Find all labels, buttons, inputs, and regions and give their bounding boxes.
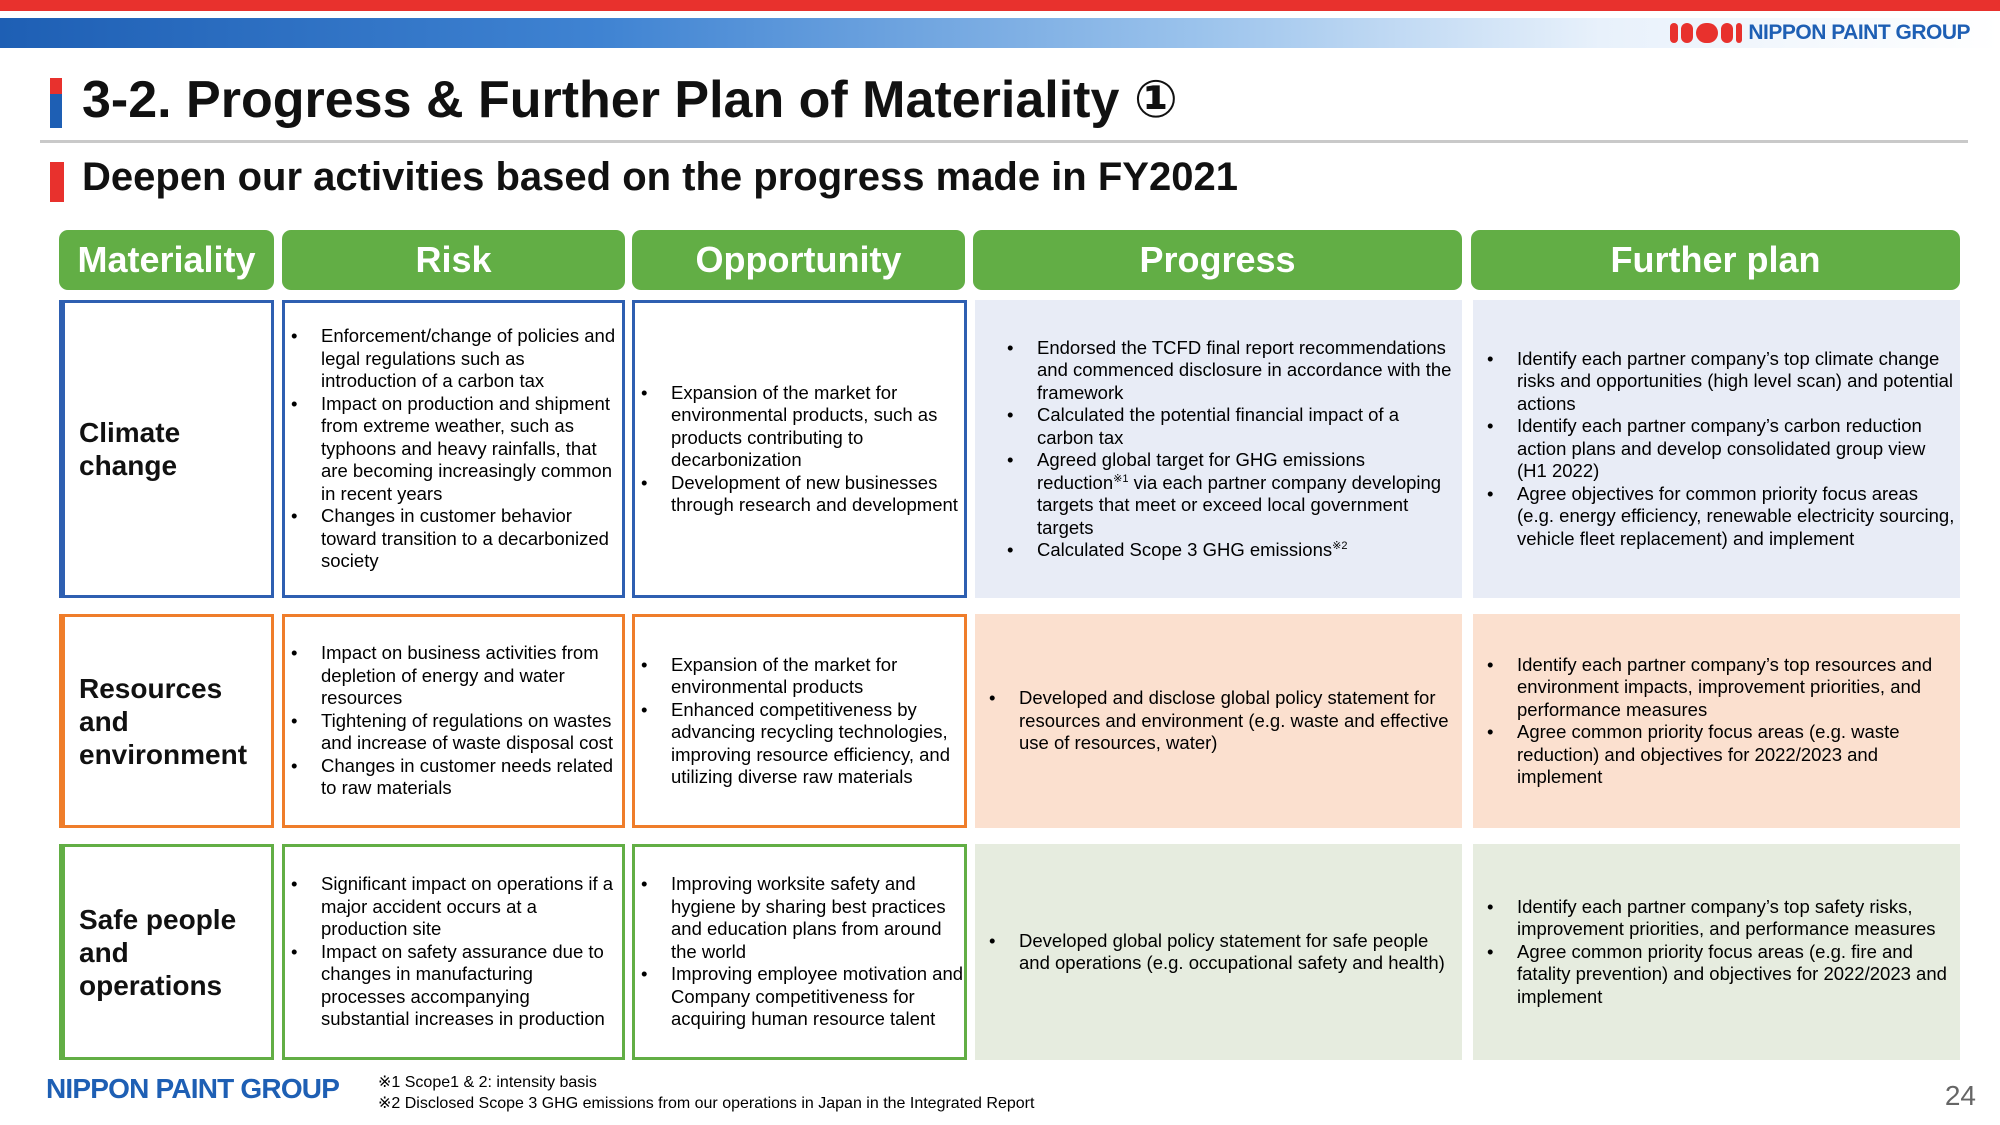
footnote-1: ※1 Scope1 & 2: intensity basis xyxy=(378,1074,597,1091)
list-item: Agree common priority focus areas (e.g. … xyxy=(1487,941,1948,1009)
list-item: Improving worksite safety and hygiene by… xyxy=(641,873,964,963)
header-materiality: Materiality xyxy=(59,230,274,290)
risk-cell: Significant impact on operations if a ma… xyxy=(282,844,625,1060)
header-progress: Progress xyxy=(973,230,1462,290)
list-item: Calculated Scope 3 GHG emissions※2 xyxy=(1007,539,1454,562)
list-item: Agree common priority focus areas (e.g. … xyxy=(1487,721,1948,789)
list-item: Expansion of the market for environmenta… xyxy=(641,382,964,472)
list-item: Endorsed the TCFD final report recommend… xyxy=(1007,337,1454,405)
title-divider xyxy=(40,140,1968,143)
list-item: Impact on safety assurance due to change… xyxy=(291,941,622,1031)
top-red-stripe xyxy=(0,0,2000,11)
list-item: Changes in customer needs related to raw… xyxy=(291,755,622,800)
subtitle-marker xyxy=(50,162,64,202)
footnote-marker: ※1 xyxy=(1113,472,1129,485)
header-further-plan: Further plan xyxy=(1471,230,1960,290)
footnotes: ※1 Scope1 & 2: intensity basis ※2 Disclo… xyxy=(378,1072,1034,1114)
list-item: Impact on production and shipment from e… xyxy=(291,393,622,506)
header-opportunity: Opportunity xyxy=(632,230,965,290)
list-item: Calculated the potential financial impac… xyxy=(1007,404,1454,449)
list-item: Developed and disclose global policy sta… xyxy=(989,687,1452,755)
progress-cell: Developed and disclose global policy sta… xyxy=(975,614,1462,828)
opportunity-cell: Expansion of the market for environmenta… xyxy=(632,300,967,598)
list-item: Expansion of the market for environmenta… xyxy=(641,654,964,699)
list-item: Developed global policy statement for sa… xyxy=(989,930,1452,975)
brand-logo: NIPPON PAINT GROUP xyxy=(1670,20,1970,46)
list-item: Agree objectives for common priority foc… xyxy=(1487,483,1956,551)
brand-logo-mark-icon xyxy=(1670,20,1743,46)
list-item: Development of new businesses through re… xyxy=(641,472,964,517)
progress-cell: Developed global policy statement for sa… xyxy=(975,844,1462,1060)
list-item: Agreed global target for GHG emissions r… xyxy=(1007,449,1454,539)
opportunity-cell: Expansion of the market for environmenta… xyxy=(632,614,967,828)
list-item: Significant impact on operations if a ma… xyxy=(291,873,622,941)
page-number: 24 xyxy=(1944,1080,1976,1111)
title-marker xyxy=(50,78,62,128)
footnote-2: ※2 Disclosed Scope 3 GHG emissions from … xyxy=(378,1095,1035,1112)
further-plan-cell: Identify each partner company’s top clim… xyxy=(1473,300,1960,598)
brand-logo-text: NIPPON PAINT GROUP xyxy=(1748,21,1970,44)
materiality-climate-change: Climate change xyxy=(59,300,274,598)
materiality-safe-people-operations: Safe people and operations xyxy=(59,844,274,1060)
list-item: Identify each partner company’s carbon r… xyxy=(1487,415,1956,483)
risk-cell: Impact on business activities from deple… xyxy=(282,614,625,828)
top-blue-gradient-bar xyxy=(0,18,2000,48)
risk-cell: Enforcement/change of policies and legal… xyxy=(282,300,625,598)
list-item: Identify each partner company’s top reso… xyxy=(1487,654,1948,722)
list-item: Changes in customer behavior toward tran… xyxy=(291,505,622,573)
materiality-resources-environment: Resources and environment xyxy=(59,614,274,828)
footnote-marker: ※2 xyxy=(1332,540,1348,552)
list-item: Identify each partner company’s top safe… xyxy=(1487,896,1948,941)
list-item: Tightening of regulations on wastes and … xyxy=(291,710,622,755)
further-plan-cell: Identify each partner company’s top safe… xyxy=(1473,844,1960,1060)
list-item: Enhanced competitiveness by advancing re… xyxy=(641,699,964,789)
list-item: Improving employee motivation and Compan… xyxy=(641,963,964,1031)
list-item: Identify each partner company’s top clim… xyxy=(1487,348,1956,416)
header-risk: Risk xyxy=(282,230,625,290)
list-item: Enforcement/change of policies and legal… xyxy=(291,325,622,393)
progress-cell: Endorsed the TCFD final report recommend… xyxy=(975,300,1462,598)
list-item: Impact on business activities from deple… xyxy=(291,642,622,710)
page-subtitle: Deepen our activities based on the progr… xyxy=(82,155,1238,199)
page-title: 3-2. Progress & Further Plan of Material… xyxy=(82,71,1178,129)
footer-logo: NIPPON PAINT GROUP xyxy=(46,1073,340,1104)
further-plan-cell: Identify each partner company’s top reso… xyxy=(1473,614,1960,828)
opportunity-cell: Improving worksite safety and hygiene by… xyxy=(632,844,967,1060)
